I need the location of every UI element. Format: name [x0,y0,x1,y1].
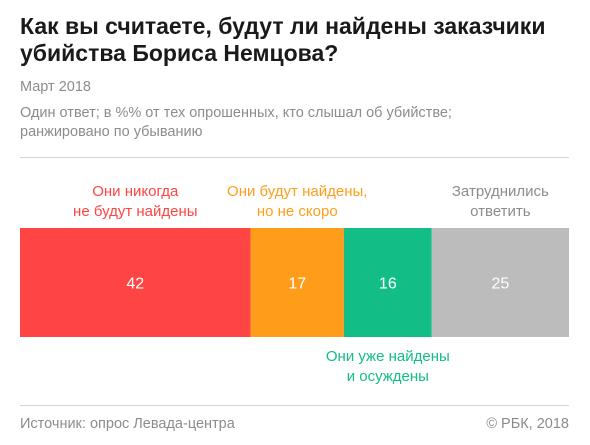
bottom-divider [20,405,569,406]
source-note: Источник: опрос Левада-центра [20,416,235,432]
top-divider [20,157,569,158]
value-label-4: 25 [491,276,509,293]
bar-segment-2 [250,228,344,337]
value-labels: 42 17 16 25 [126,276,509,293]
chart-note: Один ответ; в %% от тех опрошенных, кто … [20,105,452,140]
category-label-2-line-2: но не скоро [257,203,338,220]
category-label-3-line-1: Они уже найдены [326,348,450,365]
value-label-3: 16 [379,276,397,293]
category-label-3-line-2: и осуждены [347,368,429,385]
bar-segments [20,228,569,337]
value-label-2: 17 [288,276,306,293]
chart-title: Как вы считаете, будут ли найдены заказч… [20,13,546,66]
category-label-2-line-1: Они будут найдены, [227,183,367,200]
category-labels: Они никогда не будут найдены Они будут най… [73,183,549,385]
copyright: © РБК, 2018 [486,416,569,432]
bar-segment-4 [431,228,569,337]
value-label-1: 42 [126,276,144,293]
bar-segment-3 [343,228,432,337]
bar-segment-1 [20,228,251,337]
category-label-4-line-2: ответить [470,203,531,220]
category-label-1-line-2: не будут найдены [73,203,198,220]
chart-subtitle: Март 2018 [20,79,91,95]
category-label-4-line-1: Затруднились [452,183,549,200]
category-label-1-line-1: Они никогда [92,183,179,200]
